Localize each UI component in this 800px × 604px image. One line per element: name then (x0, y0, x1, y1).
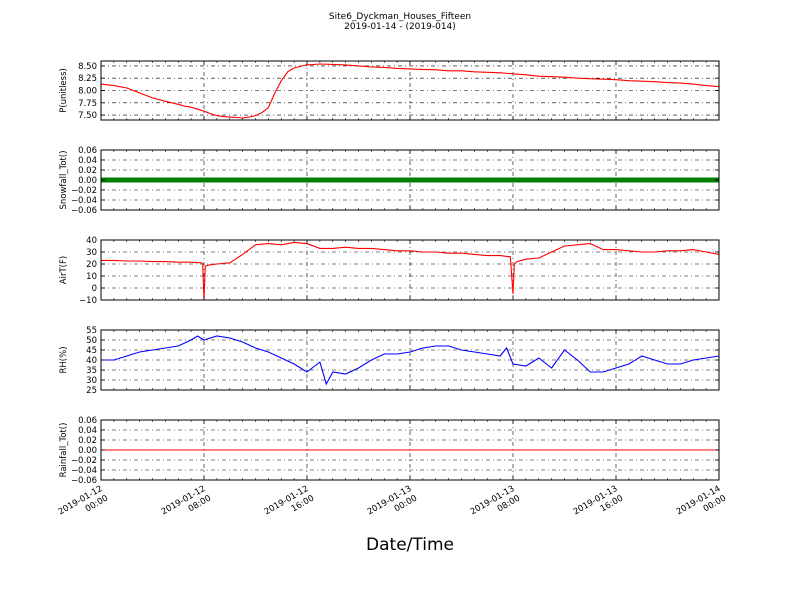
y-tick-label: 40 (86, 356, 97, 366)
y-tick-label: −0.04 (71, 196, 97, 206)
figure-title-line1: Site6_Dyckman_Houses_Fifteen (329, 12, 471, 22)
y-tick-label: 30 (86, 248, 97, 258)
series-line (101, 241, 720, 301)
figure-title-line2: 2019-01-14 - (2019-014) (344, 22, 456, 32)
y-tick-label: 25 (86, 386, 97, 396)
y-tick-label: 8.25 (78, 74, 97, 84)
series-line (100, 63, 720, 119)
y-tick-label: −10 (79, 296, 97, 306)
subplot-2: 0.060.040.020.00−0.02−0.04−0.06Snowfall_… (59, 146, 720, 216)
subplots: 7.507.758.008.258.50P(unitless)0.060.040… (59, 60, 720, 486)
y-tick-label: 55 (86, 326, 97, 336)
y-tick-label: 7.75 (78, 99, 97, 109)
y-tick-label: 40 (86, 236, 97, 246)
y-tick-label: 0 (92, 284, 97, 294)
y-tick-label: 20 (86, 260, 97, 270)
y-tick-label: −0.02 (71, 456, 97, 466)
y-axis-label: RH(%) (59, 346, 69, 373)
y-tick-label: 30 (86, 376, 97, 386)
y-tick-label: 0.00 (78, 176, 97, 186)
y-axis-label: P(unitless) (59, 68, 69, 113)
y-tick-label: 0.06 (78, 146, 97, 156)
y-tick-label: 8.00 (78, 87, 97, 97)
subplot-5: 0.060.040.020.00−0.02−0.04−0.06Rainfall_… (59, 416, 720, 486)
y-tick-label: −0.02 (71, 186, 97, 196)
y-tick-label: −0.04 (71, 466, 97, 476)
y-tick-label: 50 (86, 336, 97, 346)
y-tick-label: 0.02 (78, 436, 97, 446)
y-tick-label: 0.04 (78, 156, 97, 166)
y-tick-label: 8.50 (78, 62, 97, 72)
y-axis-label: Rainfall_Tot() (59, 423, 69, 478)
y-tick-label: 7.50 (78, 111, 97, 121)
y-axis-label: AirT(F) (59, 256, 69, 284)
y-tick-label: 10 (86, 272, 97, 282)
y-tick-label: 0.00 (78, 446, 97, 456)
subplot-3: 40 30 20 10 0 −10 AirT(F) (59, 236, 720, 306)
y-tick-label: 45 (86, 346, 97, 356)
x-axis-label: Date/Time (366, 535, 454, 555)
y-tick-label: 35 (86, 366, 97, 376)
y-tick-label: −0.06 (71, 476, 97, 486)
subplot-1: 7.50 7.75 8.00 8.25 8.50 P(unitless) (59, 60, 720, 121)
y-axis-label: Snowfall_Tot() (59, 150, 69, 209)
y-tick-label: 0.02 (78, 166, 97, 176)
y-tick-label: −0.06 (71, 206, 97, 216)
y-tick-label: 0.06 (78, 416, 97, 426)
y-tick-label: 0.04 (78, 426, 97, 436)
series-line (101, 335, 720, 386)
